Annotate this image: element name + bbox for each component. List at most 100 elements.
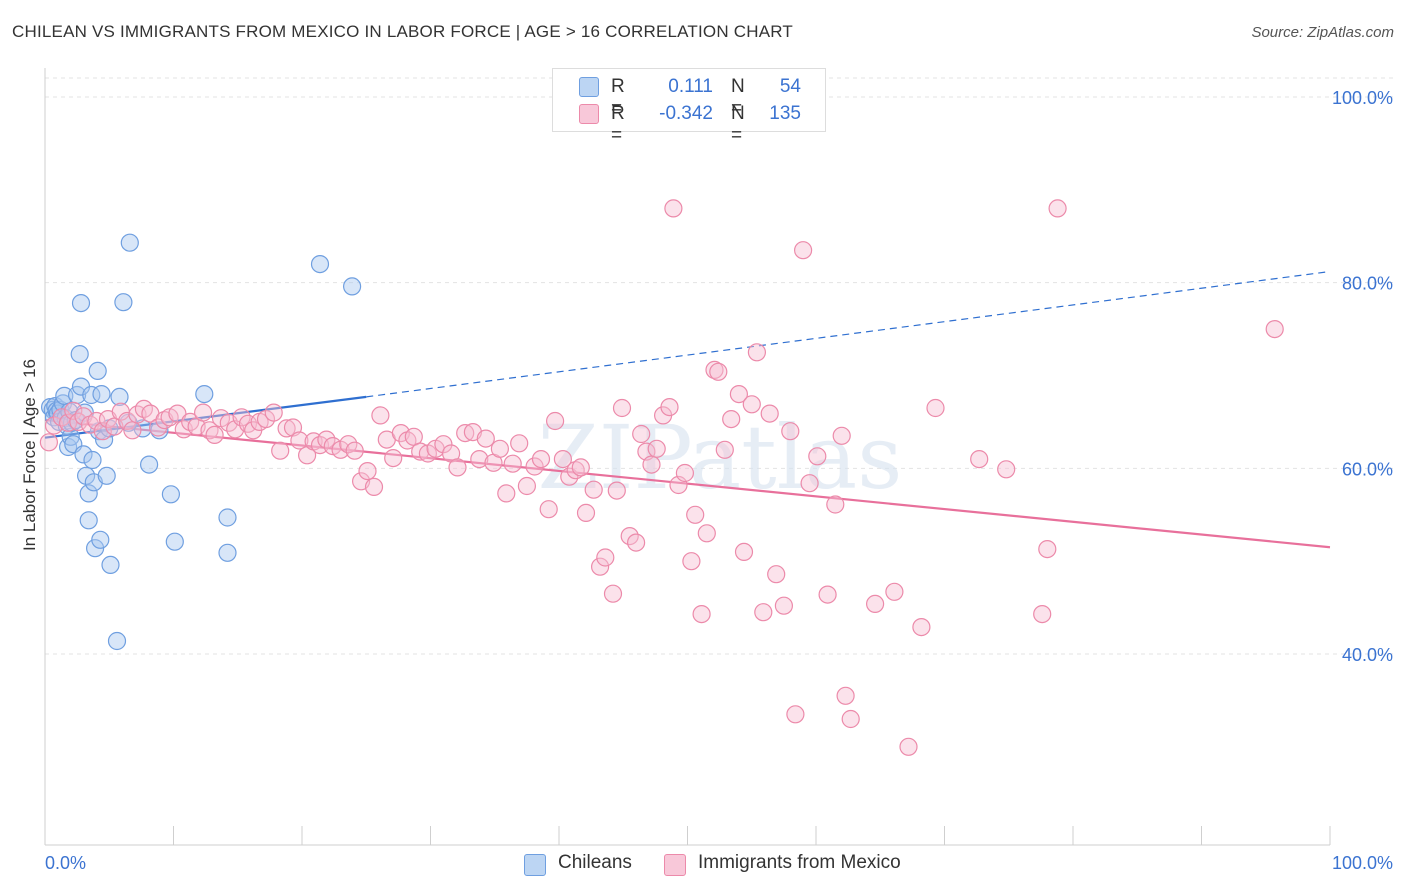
mexico-point [339,435,358,454]
mexico-point [642,455,661,474]
chilean-point [97,466,116,485]
mexico-point [826,495,845,514]
mexico-point [149,418,168,437]
mexico-point [715,440,734,459]
chilean-point [343,277,362,296]
mexico-point [781,422,800,441]
mexico-point [742,395,761,414]
mexico-point [517,476,537,496]
mexico-point [612,398,632,418]
mexico-point [525,457,544,476]
mexico-point [660,398,679,417]
mexico-point [277,419,296,438]
legend-r-label: R = [611,103,625,146]
chilean-point [310,255,330,274]
mexico-point [194,403,213,422]
chilean-point [79,511,98,530]
chilean-trend-extension [366,270,1331,398]
mexico-point [926,398,945,418]
mexico-point [497,484,516,503]
mexico-point [997,460,1016,479]
mexico-point [865,594,885,614]
mexico-point [434,435,453,454]
mexico-point [747,343,767,362]
mexico-point [836,686,855,705]
chilean-point [195,385,214,404]
mexico-point [970,450,989,469]
mexico-point [510,434,529,453]
x-tick-label: 0.0% [45,853,86,873]
legend-label-chileans: Chileans [558,852,632,873]
chilean-trend-line [44,395,367,439]
mexico-point [1038,539,1057,559]
chilean-point [83,450,102,470]
mexico-point [899,737,918,756]
chilean-point [218,543,237,562]
trend-lines [44,270,1331,549]
mexico-point [603,584,623,603]
mexico-point [290,431,309,450]
mexico-point [456,424,475,443]
mexico-point [620,526,639,546]
chilean-point [110,387,129,406]
y-tick-label: 100.0% [1332,88,1393,108]
chilean-point [114,293,133,312]
mexico-point [786,705,805,724]
mexico-point [692,604,711,624]
mexico-point [503,454,522,473]
chilean-point [71,294,91,313]
chilean-point [140,455,159,474]
mexico-point [69,412,88,431]
chilean-point [70,345,89,364]
mexico-point [729,385,749,404]
mexico-point [545,411,565,431]
legend-swatch-mexico [579,104,599,124]
mexico-point [760,404,779,423]
mexico-point [841,709,860,729]
mexico-point [664,199,683,218]
mexico-point [774,596,794,615]
mexico-point [571,458,590,477]
chilean-point [91,530,110,549]
mexico-point [118,411,137,431]
chilean-point [74,445,93,464]
chilean-point [101,555,120,575]
mexico-point [682,552,701,571]
mexico-point [800,474,819,493]
mexico-point [697,524,716,543]
mexico-point [675,463,695,483]
mexico-point [87,411,106,431]
mexico-point [818,585,837,604]
mexico-point [64,401,83,420]
chilean-point [61,427,80,446]
chilean-point [120,233,139,252]
stats-legend: R = 0.111 N = 54 R = -0.342 N = 135 [552,68,826,146]
mexico-point [754,603,773,622]
mexico-point [264,403,283,422]
tick-labels: 100.0% 80.0% 60.0% 40.0% 0.0% 100.0% [45,88,1393,873]
mexico-point [1265,320,1284,339]
mexico-point [553,450,573,469]
mexico-point [808,447,827,466]
mexico-point [607,481,626,500]
mexico-point [232,408,251,427]
chilean-point [92,385,111,404]
legend-n-value: 54 [779,76,801,97]
chilean-point [218,508,237,527]
x-tick-label: 100.0% [1332,853,1393,873]
mexico-point [632,424,651,444]
mexico-point [1033,604,1052,624]
mexico-point [539,500,558,519]
mexico-point [476,429,495,448]
legend-n-label: N = [731,103,745,146]
chilean-point [79,484,98,503]
chilean-point [88,361,107,380]
legend-r-value: 0.111 [668,76,713,97]
mexico-point [596,548,615,567]
mexico-point [626,533,646,552]
mexico-point [371,406,390,425]
y-tick-label: 60.0% [1342,459,1393,479]
data-points [39,199,1284,756]
mexico-point [722,410,741,429]
mexico-point [317,430,336,449]
